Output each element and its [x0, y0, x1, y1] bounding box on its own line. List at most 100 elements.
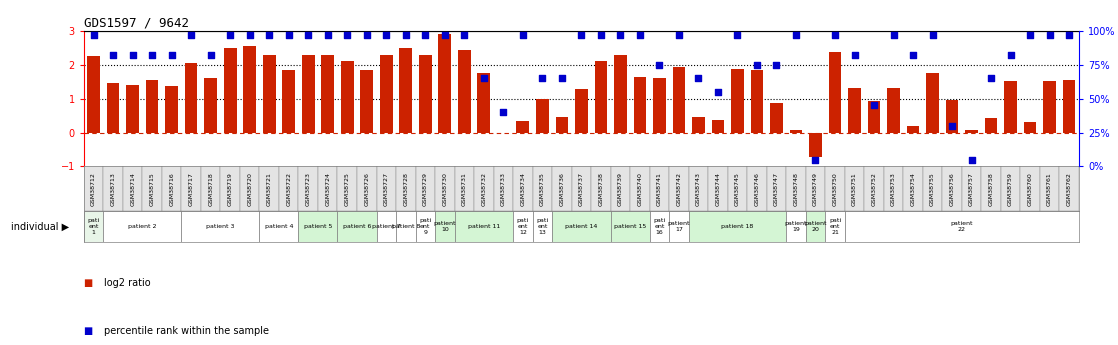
Bar — [728, 166, 747, 211]
Bar — [1021, 166, 1040, 211]
Text: GSM38746: GSM38746 — [755, 172, 759, 206]
Bar — [828, 52, 842, 132]
Text: pati
ent
9: pati ent 9 — [419, 218, 432, 235]
Point — [358, 32, 376, 38]
Point — [768, 62, 786, 68]
Bar — [84, 166, 103, 211]
Point — [319, 32, 337, 38]
Bar — [240, 166, 259, 211]
Bar — [126, 85, 139, 132]
Text: patient 14: patient 14 — [566, 224, 597, 229]
Text: GSM38743: GSM38743 — [695, 172, 701, 206]
Bar — [513, 211, 532, 241]
Bar — [103, 211, 181, 241]
Bar — [302, 55, 314, 132]
Text: GSM38730: GSM38730 — [443, 172, 447, 206]
Bar — [438, 34, 452, 132]
Bar — [864, 166, 883, 211]
Text: GSM38738: GSM38738 — [598, 172, 604, 206]
Point — [397, 32, 415, 38]
Text: GSM38749: GSM38749 — [813, 172, 818, 206]
Text: GSM38760: GSM38760 — [1027, 172, 1033, 206]
Text: GSM38735: GSM38735 — [540, 172, 544, 206]
Text: GSM38713: GSM38713 — [111, 172, 115, 206]
Text: GSM38715: GSM38715 — [150, 172, 154, 206]
Text: percentile rank within the sample: percentile rank within the sample — [104, 326, 269, 336]
Bar — [416, 166, 435, 211]
Text: ■: ■ — [84, 326, 96, 336]
Bar — [653, 78, 665, 132]
Bar — [419, 56, 432, 132]
Text: pati
ent
21: pati ent 21 — [828, 218, 841, 235]
Bar — [786, 211, 806, 241]
Point — [143, 53, 161, 58]
Point — [690, 76, 708, 81]
Text: GSM38740: GSM38740 — [637, 172, 643, 206]
Point — [1002, 53, 1020, 58]
Bar — [399, 48, 413, 132]
Bar — [532, 166, 552, 211]
Bar — [789, 130, 803, 132]
Bar — [946, 100, 958, 132]
Bar — [961, 166, 982, 211]
Text: patient 7: patient 7 — [372, 224, 400, 229]
Bar — [1001, 166, 1021, 211]
Bar — [396, 211, 416, 241]
Text: GSM38757: GSM38757 — [969, 172, 974, 206]
Point — [826, 32, 844, 38]
Text: GSM38747: GSM38747 — [774, 172, 779, 206]
Bar — [985, 118, 997, 132]
Point — [475, 76, 493, 81]
Point — [201, 53, 219, 58]
Bar — [474, 166, 493, 211]
Text: GSM38755: GSM38755 — [930, 172, 935, 206]
Bar — [825, 166, 845, 211]
Text: patient 4: patient 4 — [265, 224, 293, 229]
Bar — [806, 211, 825, 241]
Text: patient
22: patient 22 — [950, 221, 973, 232]
Bar — [673, 67, 685, 132]
Point — [787, 32, 805, 38]
Bar — [575, 89, 588, 132]
Bar — [942, 166, 961, 211]
Bar — [280, 166, 299, 211]
Text: GSM38726: GSM38726 — [364, 172, 369, 206]
Bar — [532, 211, 552, 241]
Point — [904, 53, 922, 58]
Text: GSM38729: GSM38729 — [423, 172, 428, 206]
Text: GSM38732: GSM38732 — [482, 172, 486, 206]
Bar — [747, 166, 767, 211]
Text: GSM38739: GSM38739 — [618, 172, 623, 206]
Point — [494, 109, 512, 115]
Bar — [123, 166, 142, 211]
Bar — [1063, 80, 1076, 132]
Bar — [513, 166, 532, 211]
Bar — [571, 166, 591, 211]
Text: patient 11: patient 11 — [467, 224, 500, 229]
Text: GSM38742: GSM38742 — [676, 172, 681, 206]
Bar — [477, 73, 490, 132]
Text: patient 5: patient 5 — [304, 224, 332, 229]
Text: GSM38717: GSM38717 — [189, 172, 193, 206]
Text: GSM38762: GSM38762 — [1067, 172, 1072, 206]
Text: GSM38725: GSM38725 — [344, 172, 350, 206]
Point — [944, 123, 961, 128]
Text: patient 15: patient 15 — [614, 224, 646, 229]
Bar — [845, 166, 864, 211]
Bar — [845, 211, 1079, 241]
Text: GSM38731: GSM38731 — [462, 172, 467, 206]
Point — [670, 32, 688, 38]
Bar — [556, 117, 568, 132]
Bar — [201, 166, 220, 211]
Bar — [670, 166, 689, 211]
Point — [436, 32, 454, 38]
Text: GSM38718: GSM38718 — [208, 172, 214, 206]
Bar — [903, 166, 922, 211]
Bar — [103, 166, 123, 211]
Text: ■: ■ — [84, 278, 96, 288]
Text: GSM38712: GSM38712 — [91, 172, 96, 206]
Bar — [145, 80, 159, 132]
Text: GSM38714: GSM38714 — [130, 172, 135, 206]
Point — [280, 32, 297, 38]
Bar — [162, 166, 181, 211]
